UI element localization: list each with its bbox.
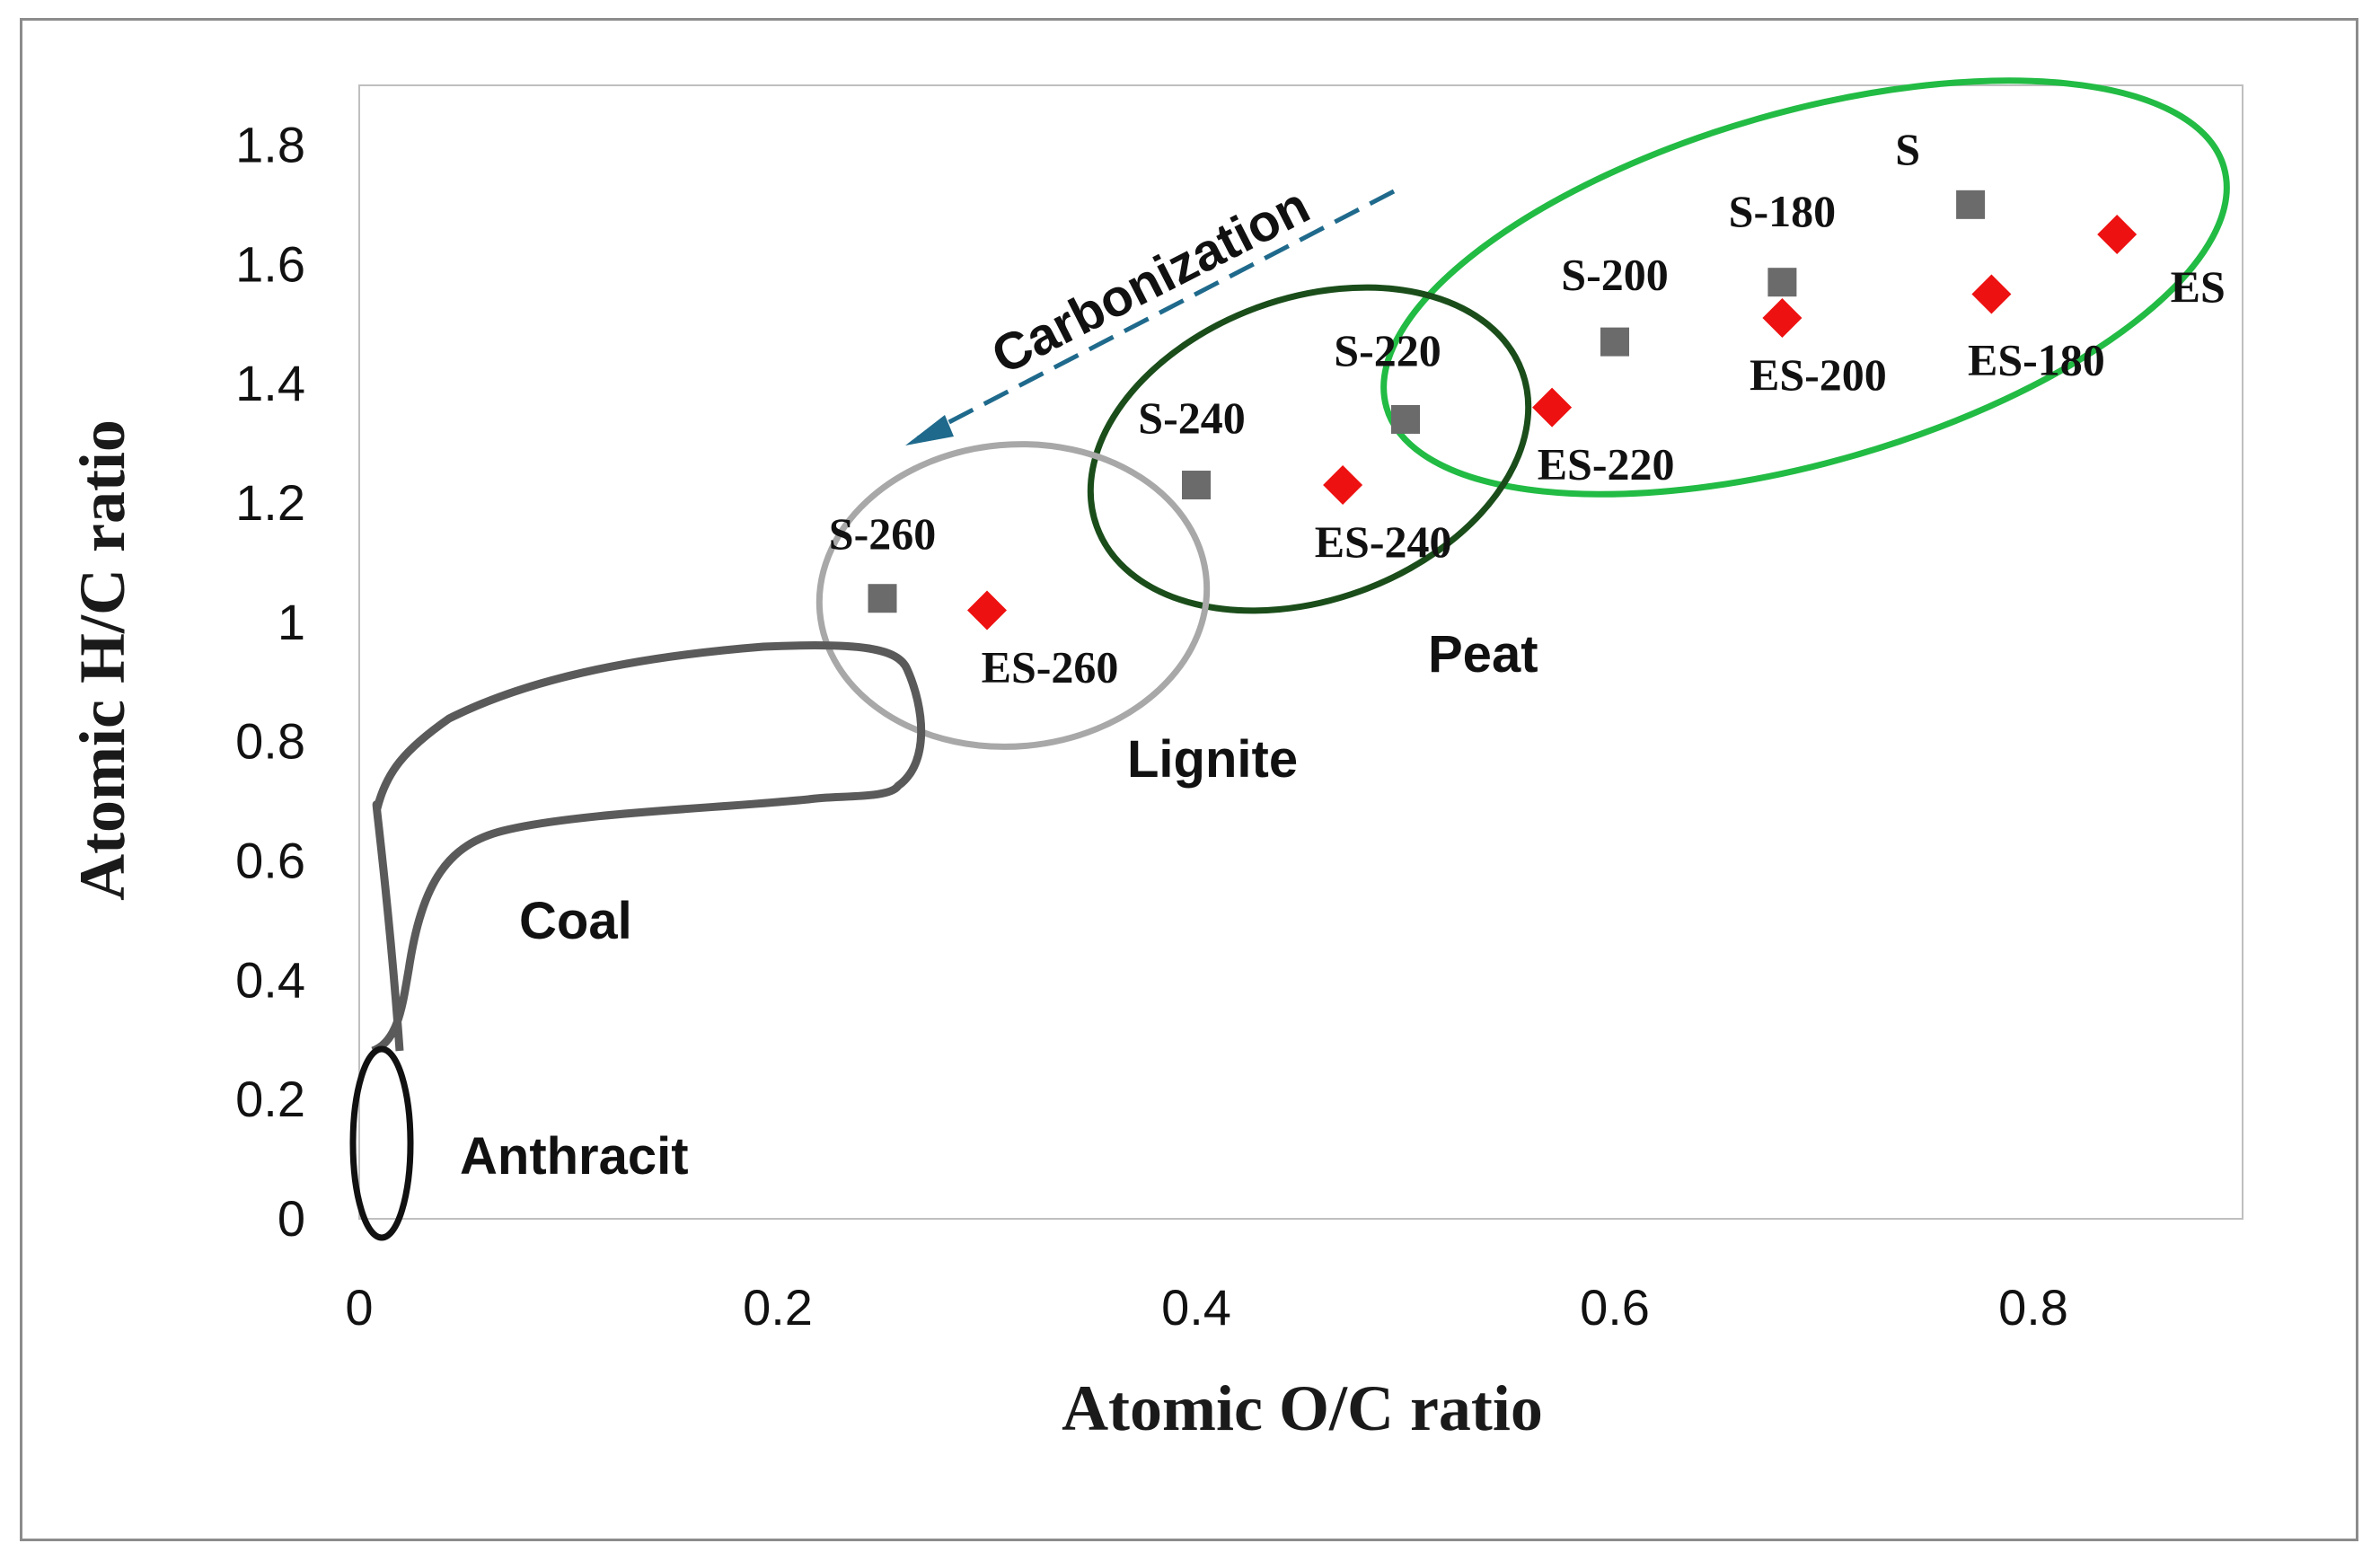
s-point-s-200 xyxy=(1600,327,1629,357)
point-label-es: ES xyxy=(2171,261,2226,312)
coal-region-outline xyxy=(371,640,926,1055)
y-axis-title: Atomic H/C ratio xyxy=(66,419,138,901)
s-point-s-220 xyxy=(1391,404,1420,434)
y-tick-label: 0.6 xyxy=(235,832,305,888)
point-label-s-220: S-220 xyxy=(1334,325,1441,375)
es-point-es-200 xyxy=(1762,298,1803,339)
y-tick-label: 1 xyxy=(278,594,305,650)
x-tick-label: 0.6 xyxy=(1580,1279,1650,1336)
point-label-es-220: ES-220 xyxy=(1538,439,1675,489)
x-tick-label: 0.8 xyxy=(1998,1279,2068,1336)
y-tick-label: 0.2 xyxy=(235,1071,305,1127)
figure-frame xyxy=(20,18,2358,1541)
lignite-label: Lignite xyxy=(1127,730,1298,789)
x-axis-ticks: 0 0.2 0.4 0.6 0.8 xyxy=(345,1279,2068,1336)
point-label-s-200: S-200 xyxy=(1561,250,1668,300)
coal-label: Coal xyxy=(519,892,632,950)
x-tick-label: 0 xyxy=(345,1279,373,1336)
es-point-es-180 xyxy=(1971,274,2012,314)
es-point-es xyxy=(2097,215,2138,255)
point-label-s-180: S-180 xyxy=(1729,186,1836,236)
es-point-es-260 xyxy=(967,590,1007,631)
anthracit-label: Anthracit xyxy=(460,1127,689,1186)
point-label-es-200: ES-200 xyxy=(1750,349,1887,400)
es-point-es-220 xyxy=(1532,387,1573,428)
point-label-es-240: ES-240 xyxy=(1315,516,1452,567)
x-tick-label: 0.4 xyxy=(1161,1279,1231,1336)
raw-region-ellipse xyxy=(1380,77,2230,498)
peat-region-ellipse xyxy=(1087,284,1532,614)
y-tick-label: 0.8 xyxy=(235,713,305,770)
point-labels: S S-180 S-200 S-220 S-240 S-260 ES ES-180 ES-200… xyxy=(829,124,2226,692)
anthracit-region-ellipse xyxy=(349,1045,414,1241)
y-axis-ticks: 0 0.2 0.4 0.6 0.8 1 1.2 1.4 1.6 1.8 xyxy=(235,116,305,1247)
point-label-s: S xyxy=(1895,124,1920,174)
x-tick-label: 0.2 xyxy=(743,1279,813,1336)
y-tick-label: 1.8 xyxy=(235,116,305,172)
lignite-region-ellipse xyxy=(815,441,1211,750)
carbonization-label: Carbonization xyxy=(983,176,1318,385)
s-point-s xyxy=(1956,190,1986,219)
point-label-es-260: ES-260 xyxy=(982,642,1119,692)
y-tick-label: 1.6 xyxy=(235,235,305,292)
es-point-es-240 xyxy=(1323,465,1363,506)
s-point-s-260 xyxy=(868,584,897,613)
y-tick-label: 1.2 xyxy=(235,474,305,531)
s-point-s-240 xyxy=(1182,471,1211,500)
y-tick-label: 0 xyxy=(278,1190,305,1247)
peat-label: Peat xyxy=(1428,625,1538,683)
point-label-es-180: ES-180 xyxy=(1968,334,2105,384)
point-label-s-240: S-240 xyxy=(1138,392,1245,443)
y-tick-label: 0.4 xyxy=(235,951,305,1008)
point-label-s-260: S-260 xyxy=(829,508,936,559)
plot-area xyxy=(358,84,2243,1220)
data-points xyxy=(868,190,2138,631)
carbonization-arrow xyxy=(905,189,1396,445)
s-point-s-180 xyxy=(1767,268,1797,297)
y-tick-label: 1.4 xyxy=(235,355,305,411)
x-axis-title: Atomic O/C ratio xyxy=(1062,1372,1543,1444)
